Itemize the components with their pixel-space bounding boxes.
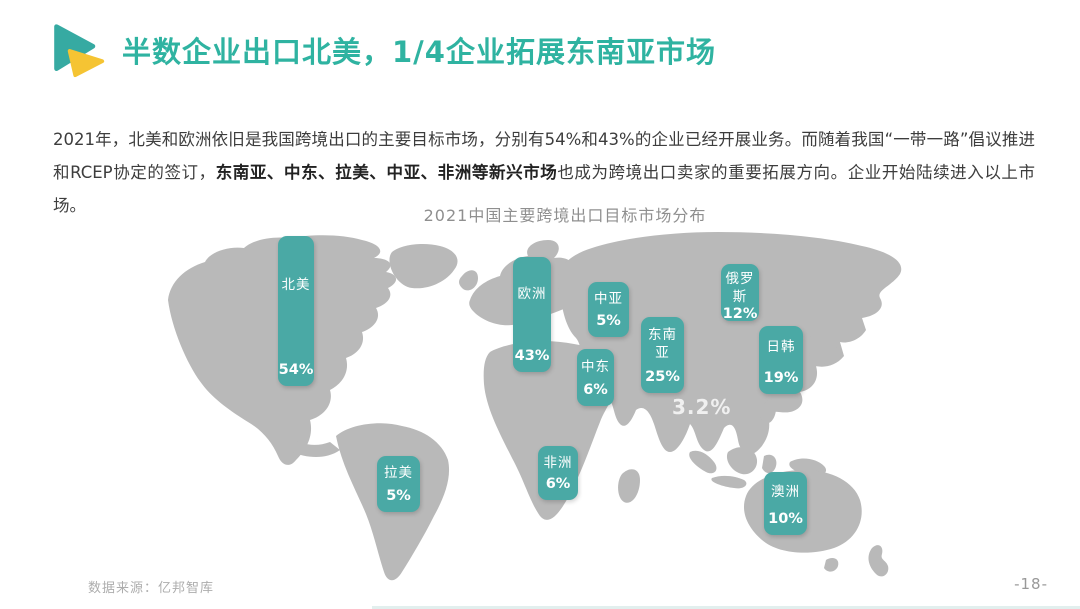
market-bar-africa: 非洲 6% [538, 446, 578, 500]
region-central-america [288, 436, 340, 457]
island-uk [459, 270, 478, 291]
market-value: 6% [583, 381, 608, 398]
intro-text-emphasis: 东南亚、中东、拉美、中亚、非洲等新兴市场 [215, 162, 558, 182]
market-label: 欧洲 [517, 286, 547, 303]
intro-text-1: 2021年，北美和欧洲依旧是我国跨境出口的主要目标市场，分别有54%和43%的企… [53, 129, 1035, 182]
market-value: 54% [278, 361, 314, 378]
market-bar-australia: 澳洲 10% [764, 472, 807, 535]
market-label: 日韩 [766, 339, 796, 356]
market-label: 中东 [581, 358, 610, 375]
island-new-zealand [868, 545, 889, 577]
market-value: 5% [386, 488, 411, 504]
market-bar-japan-korea: 日韩 19% [759, 326, 803, 394]
market-bar-russia: 俄罗 斯 12% [721, 264, 759, 323]
market-bar-southeast-asia: 东南 亚 25% [641, 317, 684, 393]
market-bar-north-america: 北美 54% [278, 236, 314, 386]
island-borneo [726, 447, 758, 475]
data-source: 数据来源：亿邦智库 [88, 581, 215, 596]
chart-title: 2021中国主要跨境出口目标市场分布 [423, 206, 707, 225]
intro-text-2: 也成为跨境出口卖家的重要拓展方向。企业开始陆续进入以上市场。 [53, 162, 1035, 215]
market-bar-middle-east: 中东 6% [577, 349, 614, 406]
market-label: 澳洲 [771, 483, 800, 500]
market-value: 5% [596, 312, 621, 329]
island-sulawesi [762, 454, 777, 474]
island-java [711, 475, 747, 489]
market-bar-europe: 欧洲 43% [513, 257, 551, 372]
market-value: 19% [763, 370, 799, 386]
market-label: 中亚 [594, 291, 623, 308]
bottom-accent-line [372, 606, 1080, 609]
market-value: 12% [722, 306, 758, 323]
page-title: 半数企业出口北美，1/4企业拓展东南亚市场 [122, 35, 716, 69]
island-japan [809, 322, 841, 367]
market-value: 6% [545, 475, 571, 492]
map-annotation-label: 3.2% [672, 395, 732, 419]
island-tasmania [824, 558, 839, 572]
market-label: 俄罗 斯 [725, 271, 755, 305]
island-philippines [759, 399, 777, 424]
intro-paragraph: 2021年，北美和欧洲依旧是我国跨境出口的主要目标市场，分别有54%和43%的企… [53, 123, 1035, 222]
market-bar-latin-america: 拉美 5% [377, 456, 420, 512]
market-bar-central-asia: 中亚 5% [588, 282, 629, 337]
market-label: 拉美 [384, 465, 413, 482]
market-label: 非洲 [543, 454, 573, 471]
page-number: -18- [1014, 575, 1048, 593]
island-sumatra [689, 450, 717, 474]
market-value: 25% [645, 368, 680, 385]
island-greenland [389, 244, 458, 289]
market-label: 东南 亚 [648, 327, 677, 361]
market-label: 北美 [281, 276, 311, 293]
play-triangles-icon [54, 24, 105, 78]
slide-header: 半数企业出口北美，1/4企业拓展东南亚市场 [50, 22, 716, 78]
island-madagascar [618, 469, 640, 503]
continent-asia [557, 232, 902, 455]
market-value: 43% [514, 347, 550, 364]
market-value: 10% [768, 510, 803, 527]
